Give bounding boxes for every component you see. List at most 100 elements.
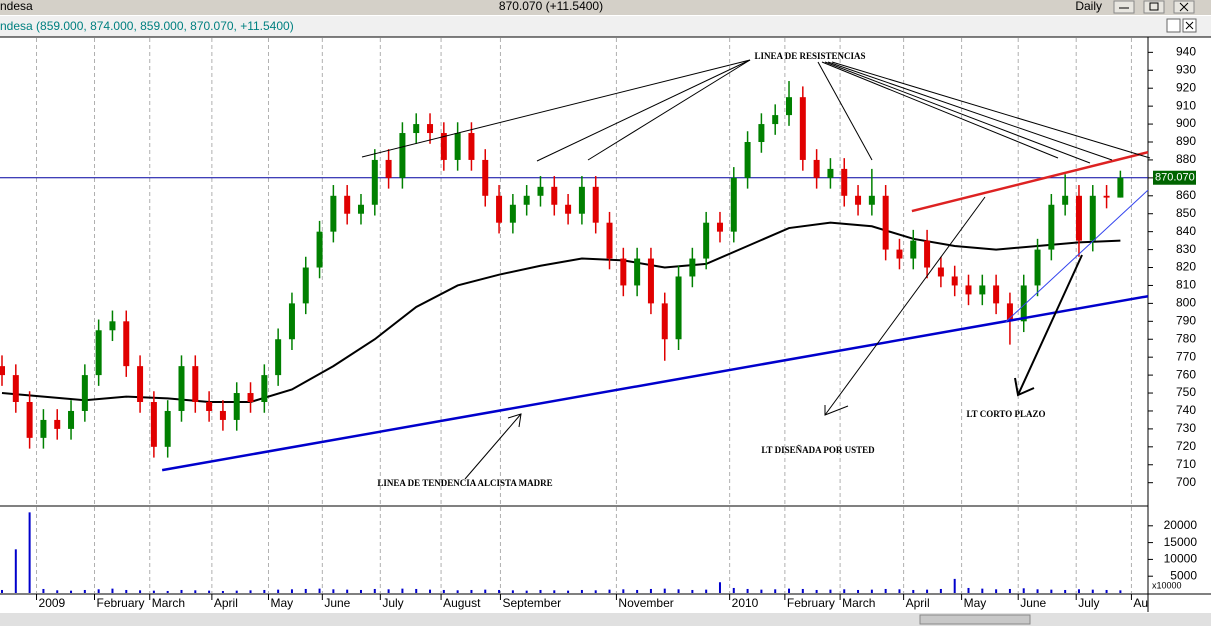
trendline <box>1005 189 1149 323</box>
arrow <box>817 61 873 161</box>
candle-body <box>288 303 295 340</box>
candle-body <box>316 231 323 268</box>
candle-body <box>109 321 116 331</box>
y-tick-label: 10000 <box>1164 552 1198 566</box>
candle-body <box>965 285 972 295</box>
candle-body <box>882 195 889 250</box>
candle-body <box>164 410 171 447</box>
candle-body <box>427 124 434 134</box>
candle-body <box>744 142 751 178</box>
scrollbar[interactable] <box>0 613 1211 626</box>
volume-bar <box>953 578 956 593</box>
icon <box>1179 2 1189 12</box>
volume-bar <box>691 589 694 593</box>
volume-bar <box>884 588 887 593</box>
candle-body <box>647 258 654 304</box>
volume-bar <box>484 589 487 593</box>
maximize-button[interactable] <box>1143 0 1165 14</box>
volume-bar <box>456 590 459 593</box>
volume-bar <box>636 589 639 593</box>
volume-bar <box>28 512 31 593</box>
x-tick-label: April <box>906 596 930 610</box>
candle-body <box>54 419 61 429</box>
x-tick-label: March <box>842 596 875 610</box>
volume-bar <box>180 589 183 593</box>
candle-body <box>0 366 5 376</box>
y-tick-label: 760 <box>1176 367 1196 381</box>
volume-bar <box>235 590 238 593</box>
y-tick-label: 20000 <box>1164 518 1198 532</box>
candle-body <box>786 97 793 116</box>
y-tick-label: 740 <box>1176 403 1196 417</box>
window-title: ndesa <box>0 0 33 13</box>
y-tick-label: 890 <box>1176 134 1196 148</box>
volume-bar <box>208 590 211 593</box>
x-tick-label: May <box>270 596 293 610</box>
candle-body <box>1117 177 1124 198</box>
candle-body <box>302 267 309 304</box>
candle-body <box>233 393 240 420</box>
candle-body <box>137 366 144 402</box>
volume-bar <box>553 590 556 593</box>
scroll-thumb[interactable] <box>919 614 1031 625</box>
icon <box>1149 2 1159 11</box>
volume-bar <box>1119 590 1122 593</box>
volume-bar <box>926 589 929 593</box>
candle-body <box>896 249 903 259</box>
y-tick-label: 700 <box>1176 475 1196 489</box>
volume-bar <box>1 589 3 593</box>
volume-bar <box>1036 589 1039 593</box>
y-tick-label: 830 <box>1176 242 1196 256</box>
window-buttons <box>1113 0 1195 14</box>
candle-body <box>192 366 199 402</box>
y-tick-label: 900 <box>1176 116 1196 130</box>
volume-bar <box>981 588 984 593</box>
candle-body <box>758 124 765 142</box>
annotation: LT DISEÑADA POR USTED <box>761 445 875 455</box>
volume-bar <box>525 590 528 593</box>
candle-body <box>330 195 337 232</box>
volume-bar <box>470 589 473 593</box>
candle-body <box>924 240 931 268</box>
volume-bar <box>42 588 45 593</box>
y-tick-label: 860 <box>1176 188 1196 202</box>
y-tick-label: 720 <box>1176 439 1196 453</box>
volume-bar <box>995 589 998 593</box>
arrow <box>1014 254 1083 397</box>
candle-body <box>454 133 461 160</box>
candle-body <box>482 159 489 196</box>
restore-button[interactable] <box>1166 18 1181 33</box>
volume-bar <box>290 589 293 593</box>
volume-bar <box>1022 588 1025 593</box>
candle-body <box>772 115 779 125</box>
legend-text: ndesa (859.000, 874.000, 859.000, 870.07… <box>0 19 294 33</box>
legend-bar <box>0 16 1211 37</box>
volume-bar <box>166 590 169 593</box>
arrow-head <box>824 405 849 416</box>
candle-body <box>344 195 351 214</box>
y-tick-label: 710 <box>1176 457 1196 471</box>
candle-body <box>1103 195 1110 198</box>
volume-bar <box>594 590 597 593</box>
volume-bar <box>870 589 873 593</box>
volume-bar <box>732 587 735 593</box>
volume-bar <box>801 588 804 593</box>
volume-bar <box>1105 589 1108 593</box>
candle-body <box>868 195 875 205</box>
candle-body <box>468 133 475 160</box>
candle-body <box>716 222 723 232</box>
volume-bar <box>318 588 321 593</box>
candle-body <box>95 330 102 376</box>
candle-body <box>1048 204 1055 250</box>
arrow <box>587 59 751 161</box>
volume-bar <box>857 589 860 593</box>
minimize-button[interactable] <box>1113 0 1135 14</box>
y-tick-label: 15000 <box>1164 535 1198 549</box>
candle-body <box>1075 195 1082 241</box>
volume-bar <box>843 589 846 593</box>
volume-bar <box>97 589 100 593</box>
candle-body <box>219 410 226 420</box>
candle-body <box>979 285 986 295</box>
volume-bar <box>511 590 514 593</box>
